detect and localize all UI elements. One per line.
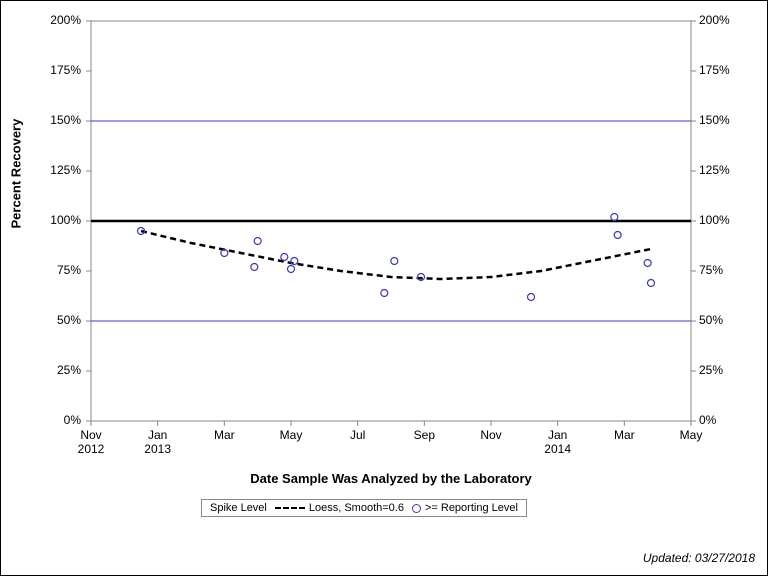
legend-title: Spike Level — [210, 502, 267, 514]
x-tick: Nov2012 — [71, 429, 111, 457]
x-tick: May — [271, 429, 311, 443]
chart-svg — [1, 1, 768, 577]
x-tick: May — [671, 429, 711, 443]
y-axis-label: Percent Recovery — [9, 209, 24, 229]
x-tick: Mar — [204, 429, 244, 443]
y-tick: 100% — [50, 213, 81, 227]
x-tick: Mar — [604, 429, 644, 443]
y-tick-right: 125% — [699, 163, 730, 177]
legend: Spike Level Loess, Smooth=0.6 >= Reporti… — [201, 499, 527, 517]
y-tick: 200% — [50, 13, 81, 27]
circle-icon — [412, 504, 421, 513]
y-tick-right: 200% — [699, 13, 730, 27]
x-tick: Sep — [404, 429, 444, 443]
x-tick: Jan2013 — [138, 429, 178, 457]
y-tick-right: 175% — [699, 63, 730, 77]
x-tick: Jan2014 — [538, 429, 578, 457]
y-tick-right: 50% — [699, 313, 723, 327]
y-tick: 50% — [57, 313, 81, 327]
legend-loess-label: Loess, Smooth=0.6 — [309, 502, 404, 514]
y-tick: 25% — [57, 363, 81, 377]
y-tick-right: 75% — [699, 263, 723, 277]
y-tick-right: 0% — [699, 413, 716, 427]
y-tick-right: 150% — [699, 113, 730, 127]
legend-item-loess: Loess, Smooth=0.6 — [275, 502, 404, 514]
x-tick: Nov — [471, 429, 511, 443]
x-axis-label: Date Sample Was Analyzed by the Laborato… — [91, 471, 691, 486]
y-tick: 175% — [50, 63, 81, 77]
y-tick: 0% — [64, 413, 81, 427]
dash-icon — [275, 507, 305, 509]
y-tick: 125% — [50, 163, 81, 177]
x-tick: Jul — [338, 429, 378, 443]
y-tick: 75% — [57, 263, 81, 277]
legend-circle-label: >= Reporting Level — [425, 502, 518, 514]
legend-item-circle: >= Reporting Level — [412, 502, 518, 514]
y-tick-right: 100% — [699, 213, 730, 227]
y-tick: 150% — [50, 113, 81, 127]
footnote: Updated: 03/27/2018 — [643, 551, 755, 565]
y-tick-right: 25% — [699, 363, 723, 377]
chart-container: Percent Recovery Date Sample Was Analyze… — [0, 0, 768, 576]
